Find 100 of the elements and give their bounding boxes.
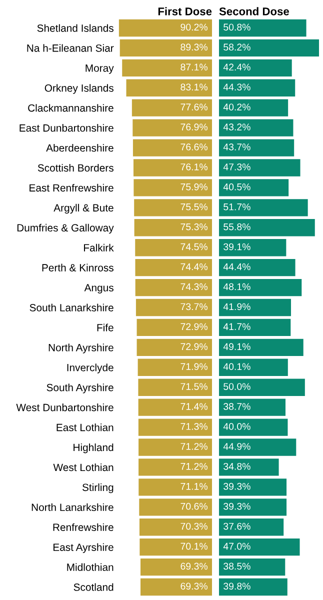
data-label: 71.1% [180,482,208,490]
y-tick-label: Dumfries & Galloway [17,224,114,234]
bar [219,518,284,536]
bar [219,239,286,256]
data-label: 71.2% [180,442,208,450]
bar [135,258,212,276]
y-tick-label: Midlothian [67,563,114,571]
data-label: 40.0% [223,423,250,430]
y-tick-label: Fife [97,324,114,332]
data-label: 87.1% [180,64,208,71]
bar [138,418,212,436]
bar [139,518,212,536]
y-tick-label: East Dunbartonshire [20,124,114,132]
bar [219,179,289,196]
bar [219,119,294,136]
data-label: 75.9% [180,183,208,190]
bar [219,578,288,596]
bar [134,219,212,236]
bar [140,578,212,596]
bar [219,418,288,436]
data-label: 71.4% [180,403,208,410]
data-label: 44.4% [223,263,250,270]
bar [134,199,212,216]
y-tick-label: Na h-Eileanan Siar [27,44,114,52]
data-label: 76.1% [180,163,208,170]
y-tick-label: South Ayrshire [46,384,114,394]
bar [219,79,296,96]
data-label: 51.7% [224,203,250,210]
chart-title: First Dose [158,7,212,16]
chart-title: Second Dose [219,7,290,16]
bar [138,378,212,396]
y-tick-label: North Lanarkshire [32,503,114,512]
y-tick-label: Inverclyde [67,364,114,374]
bar [136,318,212,336]
data-label: 73.7% [180,303,208,310]
data-label: 71.2% [180,462,208,470]
data-label: 72.9% [180,323,208,330]
y-tick-label: Argyll & Bute [54,204,114,214]
bar [219,159,300,176]
y-tick-label: Angus [84,284,114,294]
bar [135,239,212,256]
data-label: 77.6% [180,104,208,110]
bar [219,438,296,456]
data-label: 70.1% [180,542,208,550]
data-label: 47.3% [223,163,250,170]
bar [219,538,300,556]
bar [219,59,292,76]
data-label: 39.3% [224,502,250,510]
y-tick-label: Renfrewshire [53,523,114,531]
y-tick-label: East Ayrshire [54,543,114,554]
bar [219,338,304,356]
data-label: 50.0% [224,383,250,390]
bar [219,458,279,476]
bar [140,538,212,556]
y-tick-label: Scottish Borders [38,164,114,172]
data-label: 44.9% [223,442,250,450]
data-label: 50.8% [224,24,250,31]
y-tick-label: Highland [74,443,114,454]
data-label: 70.6% [180,502,208,510]
y-tick-label: West Lothian [53,463,114,472]
data-label: 47.0% [223,542,250,550]
bar [219,278,302,296]
bar [138,458,212,476]
bar [219,558,286,576]
data-label: 34.8% [224,462,250,470]
bar [138,358,212,376]
bar [219,39,319,57]
bar [132,99,212,116]
data-label: 49.1% [223,343,250,350]
bar [133,159,212,176]
bar [118,19,212,37]
y-tick-label: South Lanarkshire [30,304,114,312]
data-label: 42.4% [223,64,250,70]
bar [219,318,291,336]
bar [122,59,212,76]
data-label: 44.3% [223,84,250,90]
data-label: 69.3% [180,562,208,570]
data-label: 76.6% [180,144,208,150]
data-label: 69.3% [180,582,208,590]
bar [136,298,212,316]
data-label: 75.5% [180,203,208,210]
bar [136,338,212,356]
data-label: 71.5% [180,383,208,390]
data-label: 55.8% [224,223,250,230]
data-label: 74.3% [180,283,208,290]
y-tick-label: Clackmannanshire [28,104,114,112]
bar [219,358,288,376]
data-label: 90.2% [180,24,208,31]
bar [219,398,286,416]
data-label: 41.7% [223,323,250,330]
data-label: 71.9% [180,363,208,370]
bar [219,478,287,496]
y-tick-label: Scotland [74,583,114,591]
bar [132,139,212,156]
data-label: 38.7% [224,403,250,410]
bar [219,298,291,316]
data-label: 83.1% [180,84,208,90]
bar [132,119,212,136]
y-tick-label: East Lothian [56,424,114,432]
bar [219,19,306,37]
